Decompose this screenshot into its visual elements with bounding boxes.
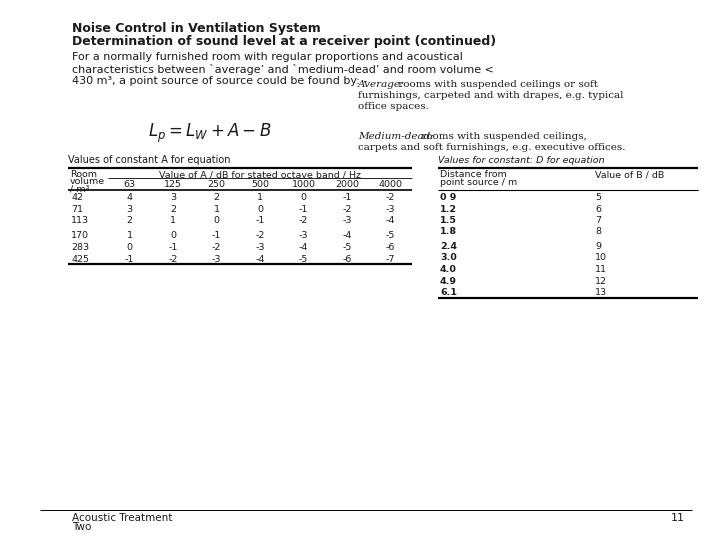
- Text: Acoustic Treatment: Acoustic Treatment: [72, 513, 172, 523]
- Text: 1.5: 1.5: [440, 216, 457, 225]
- Text: -2: -2: [342, 205, 351, 213]
- Text: Two: Two: [72, 522, 91, 532]
- Text: Average:: Average:: [358, 80, 405, 89]
- Text: rooms with suspended ceilings or soft: rooms with suspended ceilings or soft: [395, 80, 598, 89]
- Text: 250: 250: [207, 180, 225, 189]
- Text: 0: 0: [214, 216, 220, 225]
- Text: Medium-dead:: Medium-dead:: [358, 132, 433, 141]
- Text: 0: 0: [300, 193, 307, 202]
- Text: -2: -2: [212, 243, 221, 252]
- Text: -4: -4: [299, 243, 308, 252]
- Text: 4.0: 4.0: [440, 265, 457, 274]
- Text: 1.2: 1.2: [440, 205, 457, 213]
- Text: -5: -5: [386, 232, 395, 240]
- Text: -2: -2: [168, 254, 178, 264]
- Text: 2: 2: [127, 216, 132, 225]
- Text: 10: 10: [595, 253, 607, 262]
- Text: $L_p = L_W + A - B$: $L_p = L_W + A - B$: [148, 122, 271, 145]
- Text: -3: -3: [342, 216, 351, 225]
- Text: -4: -4: [256, 254, 265, 264]
- Text: 1: 1: [127, 232, 132, 240]
- Text: 7: 7: [595, 216, 601, 225]
- Text: 4000: 4000: [378, 180, 402, 189]
- Text: -6: -6: [342, 254, 351, 264]
- Text: -5: -5: [342, 243, 351, 252]
- Text: 1: 1: [214, 205, 220, 213]
- Text: 0: 0: [127, 243, 132, 252]
- Text: -1: -1: [125, 254, 135, 264]
- Text: office spaces.: office spaces.: [358, 102, 429, 111]
- Text: -1: -1: [256, 216, 265, 225]
- Text: characteristics between `average’ and `medium-dead’ and room volume <: characteristics between `average’ and `m…: [72, 64, 494, 75]
- Text: 1: 1: [170, 216, 176, 225]
- Text: 6: 6: [595, 205, 601, 213]
- Text: 0: 0: [170, 232, 176, 240]
- Text: Value of A / dB for stated octave band / Hz: Value of A / dB for stated octave band /…: [159, 170, 361, 179]
- Text: -6: -6: [386, 243, 395, 252]
- Text: carpets and soft furnishings, e.g. executive offices.: carpets and soft furnishings, e.g. execu…: [358, 143, 626, 152]
- Text: 6.1: 6.1: [440, 288, 457, 297]
- Text: -5: -5: [299, 254, 308, 264]
- Text: 0: 0: [257, 205, 263, 213]
- Text: 283: 283: [71, 243, 89, 252]
- Text: 3: 3: [127, 205, 132, 213]
- Text: Room: Room: [70, 170, 97, 179]
- Text: 5: 5: [595, 193, 601, 202]
- Text: Values of constant A for equation: Values of constant A for equation: [68, 155, 230, 165]
- Text: Value of B / dB: Value of B / dB: [595, 170, 665, 179]
- Text: rooms with suspended ceilings,: rooms with suspended ceilings,: [418, 132, 587, 141]
- Text: 11: 11: [595, 265, 607, 274]
- Text: 500: 500: [251, 180, 269, 189]
- Text: 8: 8: [595, 227, 601, 237]
- Text: -4: -4: [342, 232, 351, 240]
- Text: -7: -7: [386, 254, 395, 264]
- Text: -1: -1: [168, 243, 178, 252]
- Text: volume: volume: [70, 177, 105, 186]
- Text: 1: 1: [257, 193, 263, 202]
- Text: 430 m³, a point source of source could be found by: -: 430 m³, a point source of source could b…: [72, 76, 367, 86]
- Text: -4: -4: [386, 216, 395, 225]
- Text: 170: 170: [71, 232, 89, 240]
- Text: Distance from: Distance from: [440, 170, 507, 179]
- Text: -1: -1: [342, 193, 351, 202]
- Text: 0 9: 0 9: [440, 193, 456, 202]
- Text: 11: 11: [671, 513, 685, 523]
- Text: Values for constant: D for equation: Values for constant: D for equation: [438, 156, 605, 165]
- Text: -3: -3: [299, 232, 308, 240]
- Text: -2: -2: [299, 216, 308, 225]
- Text: point source / m: point source / m: [440, 178, 517, 187]
- Text: -3: -3: [385, 205, 395, 213]
- Text: 425: 425: [71, 254, 89, 264]
- Text: 63: 63: [124, 180, 136, 189]
- Text: 2: 2: [170, 205, 176, 213]
- Text: -2: -2: [386, 193, 395, 202]
- Text: 42: 42: [71, 193, 83, 202]
- Text: -3: -3: [256, 243, 265, 252]
- Text: 4.9: 4.9: [440, 276, 457, 286]
- Text: 71: 71: [71, 205, 83, 213]
- Text: 1000: 1000: [292, 180, 315, 189]
- Text: For a normally furnished room with regular proportions and acoustical: For a normally furnished room with regul…: [72, 52, 463, 62]
- Text: / m³: / m³: [70, 184, 89, 193]
- Text: furnishings, carpeted and with drapes, e.g. typical: furnishings, carpeted and with drapes, e…: [358, 91, 624, 100]
- Text: 13: 13: [595, 288, 607, 297]
- Text: 12: 12: [595, 276, 607, 286]
- Text: 3.0: 3.0: [440, 253, 456, 262]
- Text: 9: 9: [595, 242, 601, 251]
- Text: 3: 3: [170, 193, 176, 202]
- Text: 4: 4: [127, 193, 132, 202]
- Text: 2.4: 2.4: [440, 242, 457, 251]
- Text: -2: -2: [256, 232, 265, 240]
- Text: -1: -1: [212, 232, 221, 240]
- Text: Determination of sound level at a receiver point (continued): Determination of sound level at a receiv…: [72, 35, 496, 48]
- Text: 113: 113: [71, 216, 89, 225]
- Text: 1.8: 1.8: [440, 227, 457, 237]
- Text: -1: -1: [299, 205, 308, 213]
- Text: 2000: 2000: [335, 180, 359, 189]
- Text: Noise Control in Ventilation System: Noise Control in Ventilation System: [72, 22, 320, 35]
- Text: 125: 125: [164, 180, 182, 189]
- Text: 2: 2: [214, 193, 220, 202]
- Text: -3: -3: [212, 254, 221, 264]
